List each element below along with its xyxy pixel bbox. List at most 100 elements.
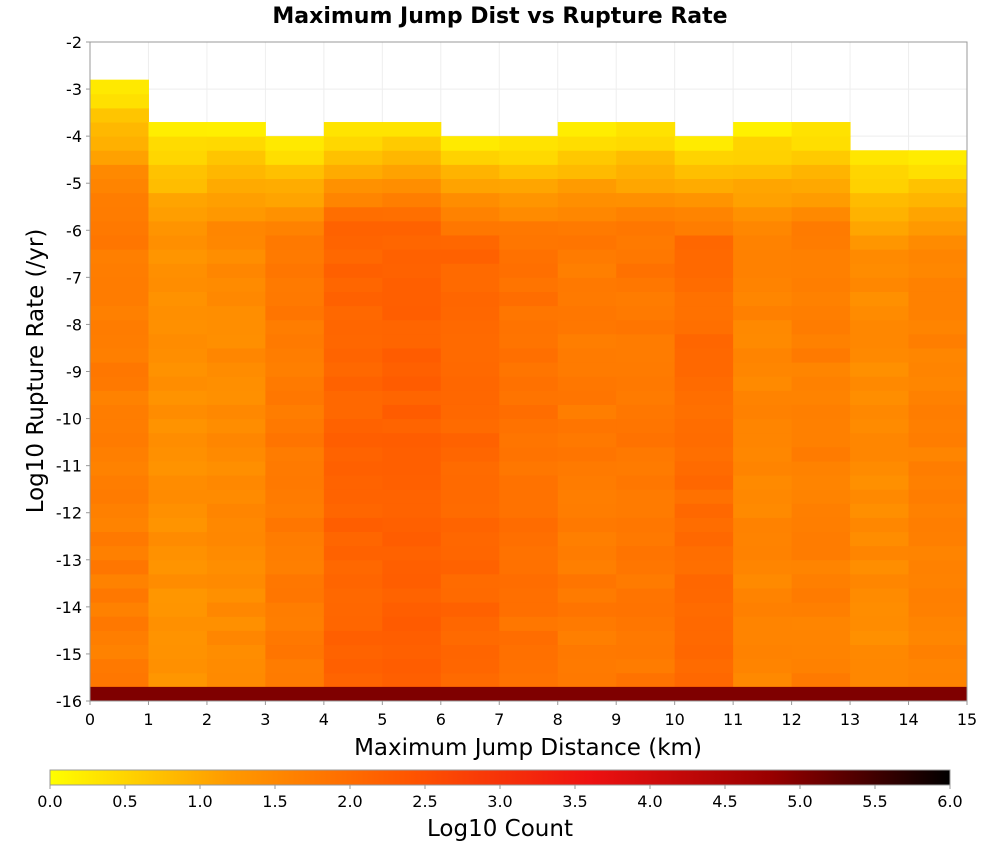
chart-title: Maximum Jump Dist vs Rupture Rate — [272, 4, 727, 29]
heatmap-cell — [557, 658, 617, 674]
heatmap-cell — [382, 644, 442, 660]
heatmap-cell — [557, 559, 617, 575]
heatmap-cell — [206, 319, 266, 335]
heatmap-cell — [323, 376, 383, 391]
heatmap-cell — [90, 588, 149, 603]
heatmap-cell — [382, 489, 442, 504]
heatmap-cell — [616, 122, 676, 137]
heatmap-cell — [206, 475, 266, 490]
heatmap-cell — [674, 362, 734, 377]
heatmap-cell — [382, 446, 442, 462]
heatmap-cell — [148, 150, 208, 165]
heatmap-cell — [382, 588, 442, 603]
heatmap-cell — [90, 107, 149, 123]
heatmap-cell — [382, 277, 442, 292]
heatmap-cell — [499, 602, 559, 617]
heatmap-cell — [908, 376, 968, 391]
heatmap-cell — [908, 588, 968, 603]
x-tick-label: 11 — [723, 710, 743, 729]
heatmap-cell — [206, 517, 266, 533]
x-tick-label: 13 — [840, 710, 860, 729]
heatmap-cell — [265, 602, 325, 617]
heatmap-cell — [265, 630, 325, 646]
heatmap-cell — [323, 602, 383, 617]
heatmap-cell — [440, 277, 500, 292]
heatmap-cell — [908, 531, 968, 547]
heatmap-cell — [265, 588, 325, 603]
heatmap-cell — [616, 489, 676, 504]
colorbar-tick-label: 4.0 — [637, 792, 662, 811]
heatmap-cell — [850, 404, 910, 420]
heatmap-cell — [206, 305, 266, 321]
heatmap-cell — [557, 319, 617, 335]
heatmap-cell — [440, 150, 500, 165]
heatmap-cell — [206, 206, 266, 222]
heatmap-cell — [733, 672, 793, 688]
heatmap-cell — [674, 263, 734, 278]
x-tick-label: 15 — [957, 710, 977, 729]
heatmap-cell — [499, 517, 559, 533]
heatmap-cell — [440, 376, 500, 391]
heatmap-cell — [908, 305, 968, 321]
heatmap-cell — [148, 489, 208, 504]
heatmap-cell — [382, 658, 442, 674]
heatmap-cell — [616, 192, 676, 208]
heatmap-cell — [206, 333, 266, 349]
colorbar-tick-label: 2.5 — [412, 792, 437, 811]
heatmap-cell — [90, 390, 149, 405]
heatmap-cell — [499, 630, 559, 646]
heatmap-cell — [323, 249, 383, 264]
heatmap-cell — [90, 206, 149, 222]
heatmap-cell — [265, 503, 325, 518]
heatmap-cell — [440, 164, 500, 180]
heatmap-cell — [850, 517, 910, 533]
y-tick-label: -3 — [66, 80, 82, 99]
heatmap-cell — [850, 347, 910, 363]
heatmap-cell — [148, 122, 208, 137]
heatmap-cell — [323, 404, 383, 420]
heatmap-cell — [908, 460, 968, 476]
heatmap-cell — [791, 277, 851, 292]
heatmap-cell — [850, 192, 910, 208]
heatmap-cell — [206, 192, 266, 208]
heatmap-cell — [206, 658, 266, 674]
heatmap-cell — [148, 376, 208, 391]
heatmap-cell — [148, 249, 208, 264]
heatmap-cell — [850, 164, 910, 180]
heatmap-cell — [850, 150, 910, 165]
heatmap-cell — [674, 616, 734, 631]
heatmap-cell — [323, 475, 383, 490]
heatmap-cell — [206, 460, 266, 476]
heatmap-cell — [148, 206, 208, 222]
heatmap-cell — [850, 602, 910, 617]
heatmap-cell — [206, 573, 266, 589]
heatmap-cell — [557, 178, 617, 194]
heatmap-cell — [440, 333, 500, 349]
heatmap-cell — [850, 263, 910, 278]
y-tick-label: -16 — [56, 692, 82, 711]
heatmap-cell — [499, 616, 559, 631]
heatmap-cell — [557, 588, 617, 603]
heatmap-cell — [616, 559, 676, 575]
heatmap-cell — [382, 559, 442, 575]
heatmap-cell — [90, 192, 149, 208]
heatmap-cell — [616, 644, 676, 660]
heatmap-cell — [616, 305, 676, 321]
heatmap-cell — [148, 545, 208, 561]
heatmap-cell — [382, 347, 442, 363]
heatmap-cell — [557, 206, 617, 222]
heatmap-cell — [265, 150, 325, 165]
heatmap-cell — [323, 630, 383, 646]
heatmap-cell — [499, 644, 559, 660]
heatmap-cell — [908, 432, 968, 448]
heatmap-cell — [674, 347, 734, 363]
heatmap-cell — [206, 404, 266, 420]
heatmap-cell — [557, 277, 617, 292]
heatmap-cell — [791, 658, 851, 674]
heatmap-cell — [616, 376, 676, 391]
heatmap-cell — [674, 418, 734, 434]
heatmap-cell — [440, 432, 500, 448]
heatmap-cell — [323, 418, 383, 434]
heatmap-cell — [382, 178, 442, 194]
